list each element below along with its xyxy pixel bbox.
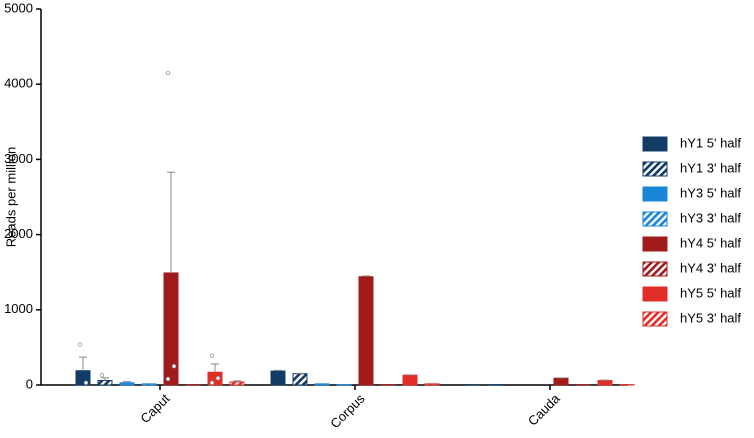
legend-swatch <box>642 286 668 302</box>
bar <box>553 377 569 386</box>
x-tick-label: Caput <box>137 391 172 426</box>
bar <box>229 381 245 386</box>
legend-label: hY3 5' half <box>680 185 741 200</box>
y-tick-label: 5000 <box>4 0 33 15</box>
legend-label: hY4 3' half <box>680 260 741 275</box>
bar <box>292 373 308 386</box>
legend-swatch <box>642 161 668 177</box>
legend-label: hY1 3' half <box>680 160 741 175</box>
bar <box>270 370 286 386</box>
legend-label: hY5 5' half <box>680 285 741 300</box>
bar <box>424 383 440 386</box>
y-tick-label: 0 <box>26 376 33 391</box>
y-tick-label: 3000 <box>4 151 33 166</box>
legend-swatch <box>642 311 668 327</box>
legend-swatch <box>642 136 668 152</box>
bar <box>163 272 179 386</box>
data-point <box>165 376 171 382</box>
data-point <box>99 373 105 378</box>
data-point <box>83 380 89 385</box>
y-tick-label: 1000 <box>4 301 33 316</box>
x-tick-label: Cauda <box>525 390 563 428</box>
legend-label: hY5 3' half <box>680 310 741 325</box>
bar <box>314 383 330 386</box>
data-point <box>215 376 221 381</box>
data-point <box>209 380 215 385</box>
data-point <box>209 353 215 358</box>
bar <box>141 383 157 386</box>
y-tick-label: 4000 <box>4 76 33 91</box>
bar <box>119 382 135 386</box>
bar <box>358 276 374 386</box>
bar <box>97 379 113 386</box>
legend-label: hY4 5' half <box>680 235 741 250</box>
bar <box>597 379 613 386</box>
x-tick-label: Corpus <box>327 391 368 432</box>
legend-label: hY3 3' half <box>680 210 741 225</box>
data-point <box>171 364 177 369</box>
legend-label: hY1 5' half <box>680 135 741 150</box>
data-point <box>77 342 83 347</box>
bar <box>402 374 418 386</box>
legend-swatch <box>642 236 668 252</box>
legend-swatch <box>642 211 668 227</box>
y-tick-label: 2000 <box>4 226 33 241</box>
data-point <box>165 70 171 76</box>
legend-swatch <box>642 261 668 277</box>
y-axis-label: Reads per million <box>3 147 18 247</box>
legend-swatch <box>642 186 668 202</box>
